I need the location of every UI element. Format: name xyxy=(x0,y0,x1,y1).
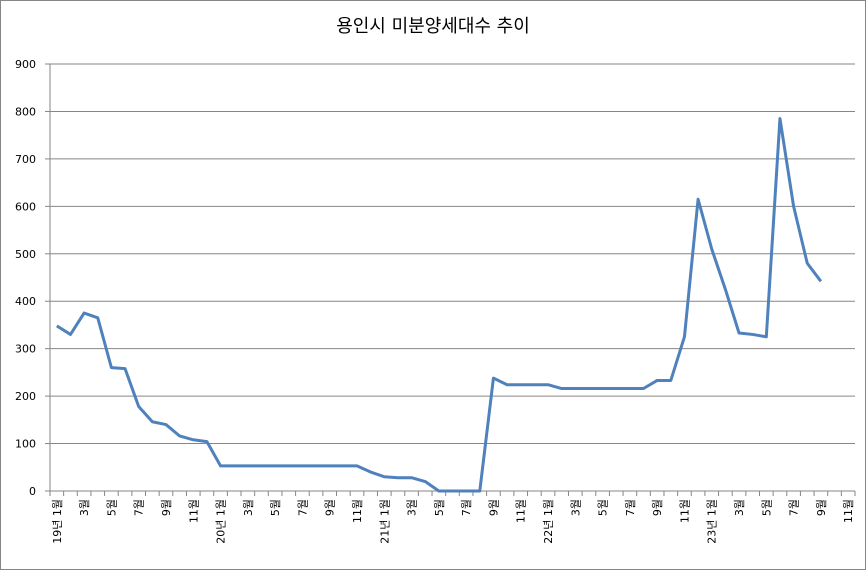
y-tick-label: 700 xyxy=(15,153,36,166)
x-tick-label: 7월 xyxy=(788,499,801,516)
x-tick-label: 7월 xyxy=(460,499,473,516)
chart-title: 용인시 미분양세대수 추이 xyxy=(336,16,530,37)
x-tick-label: 21년 1월 xyxy=(378,499,391,544)
y-tick-label: 200 xyxy=(15,390,36,403)
x-tick-label: 11월 xyxy=(351,499,364,523)
y-tick-label: 900 xyxy=(15,58,36,71)
x-tick-label: 5월 xyxy=(269,499,282,516)
x-tick-label: 7월 xyxy=(624,499,637,516)
x-tick-label: 11월 xyxy=(678,499,691,523)
y-tick-label: 800 xyxy=(15,105,36,118)
x-tick-label: 9월 xyxy=(487,499,500,516)
y-tick-label: 500 xyxy=(15,248,36,261)
x-tick-label: 9월 xyxy=(324,499,337,516)
x-tick-label: 5월 xyxy=(433,499,446,516)
x-tick-label: 3월 xyxy=(733,499,746,516)
x-tick-label: 23년 1월 xyxy=(706,499,719,544)
y-tick-label: 300 xyxy=(15,343,36,356)
data-line xyxy=(56,117,823,493)
x-tick-label: 3월 xyxy=(242,499,255,516)
y-tick-label: 100 xyxy=(15,438,36,451)
x-tick-label: 11월 xyxy=(842,499,855,523)
x-tick-label: 7월 xyxy=(133,499,146,516)
x-tick-label: 3월 xyxy=(78,499,91,516)
x-tick-label: 5월 xyxy=(105,499,118,516)
x-tick-label: 3월 xyxy=(406,499,419,516)
y-tick-label: 0 xyxy=(29,485,36,498)
x-tick-label: 11월 xyxy=(187,499,200,523)
x-tick-label: 5월 xyxy=(597,499,610,516)
y-tick-label: 600 xyxy=(15,200,36,213)
x-tick-label: 9월 xyxy=(160,499,173,516)
x-tick-label: 20년 1월 xyxy=(215,499,228,544)
x-tick-label: 7월 xyxy=(296,499,309,516)
x-tick-label: 9월 xyxy=(651,499,664,516)
x-tick-label: 11월 xyxy=(515,499,528,523)
y-tick-label: 400 xyxy=(15,295,36,308)
x-tick-label: 22년 1월 xyxy=(542,499,555,544)
x-tick-label: 5월 xyxy=(760,499,773,516)
x-tick-label: 19년 1월 xyxy=(51,499,64,544)
x-tick-label: 3월 xyxy=(569,499,582,516)
x-tick-label: 9월 xyxy=(815,499,828,516)
